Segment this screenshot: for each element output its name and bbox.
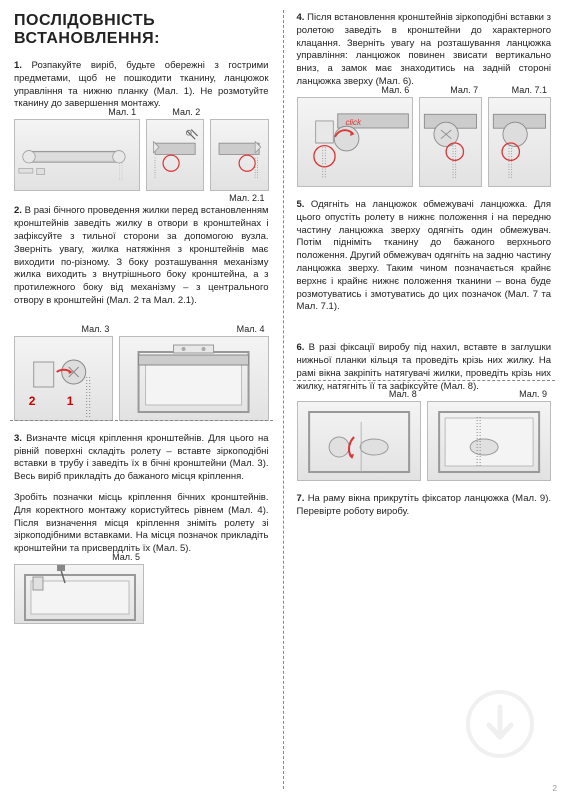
fig-7 — [419, 97, 482, 187]
svg-text:2: 2 — [29, 394, 36, 408]
fig-5 — [14, 564, 144, 624]
figure-row-4: Мал. 6 click Мал. 7 — [297, 97, 552, 187]
fig-label-6: Мал. 6 — [381, 85, 409, 95]
step5-text: 5. Одягніть на ланцюжок обмежувачі ланцю… — [297, 199, 552, 314]
fig-label-2: Мал. 2 — [172, 107, 200, 117]
fig-label-21: Мал. 2.1 — [229, 193, 264, 203]
fig-label-8: Мал. 8 — [389, 389, 417, 399]
figure-row-5: Мал. 8 Мал. 9 — [297, 401, 552, 481]
fig-label-5: Мал. 5 — [112, 552, 140, 562]
step1-text: 1. Розпакуйте виріб, будьте обережні з г… — [14, 60, 269, 111]
fig-6: click — [297, 97, 414, 187]
horizontal-divider-left — [10, 420, 273, 421]
figure-row-1: Мал. 1 Мал. 2 — [14, 119, 269, 191]
fig-label-7: Мал. 7 — [450, 85, 478, 95]
fig-3: 2 1 — [14, 336, 113, 421]
step3-text: 3. Визначте місця кріплення кронштейнів.… — [14, 433, 269, 484]
fig-8 — [297, 401, 421, 481]
fig-4 — [119, 336, 268, 421]
fig-21 — [210, 119, 268, 191]
fig-label-71: Мал. 7.1 — [512, 85, 547, 95]
page-title: ПОСЛІДОВНІСТЬ ВСТАНОВЛЕННЯ: — [14, 12, 269, 48]
fig-9 — [427, 401, 551, 481]
figure-row-2: Мал. 3 2 1 — [14, 336, 269, 421]
page-number: 2 — [553, 784, 557, 793]
figure-row-3: Мал. 5 — [14, 564, 269, 624]
fig-label-4: Мал. 4 — [237, 324, 265, 334]
vertical-divider — [283, 10, 284, 789]
fig-label-3: Мал. 3 — [82, 324, 110, 334]
click-label: click — [346, 118, 362, 127]
step6-text: 6. В разі фіксації виробу під нахил, вст… — [297, 342, 552, 393]
fig-label-9: Мал. 9 — [519, 389, 547, 399]
fig-label-1: Мал. 1 — [108, 107, 136, 117]
horizontal-divider-right — [293, 380, 556, 381]
fig-2 — [146, 119, 204, 191]
svg-text:1: 1 — [67, 394, 74, 408]
step4-text: 4. Після встановлення кронштейнів зіркоп… — [297, 12, 552, 89]
watermark-icon — [465, 689, 535, 759]
fig-71 — [488, 97, 551, 187]
step2-text: 2. В разі бічного проведення жилки перед… — [14, 205, 269, 308]
step3b-text: Зробіть позначки місць кріплення бічних … — [14, 492, 269, 556]
step7-text: 7. На раму вікна прикрутіть фіксатор лан… — [297, 493, 552, 519]
fig-1 — [14, 119, 140, 191]
